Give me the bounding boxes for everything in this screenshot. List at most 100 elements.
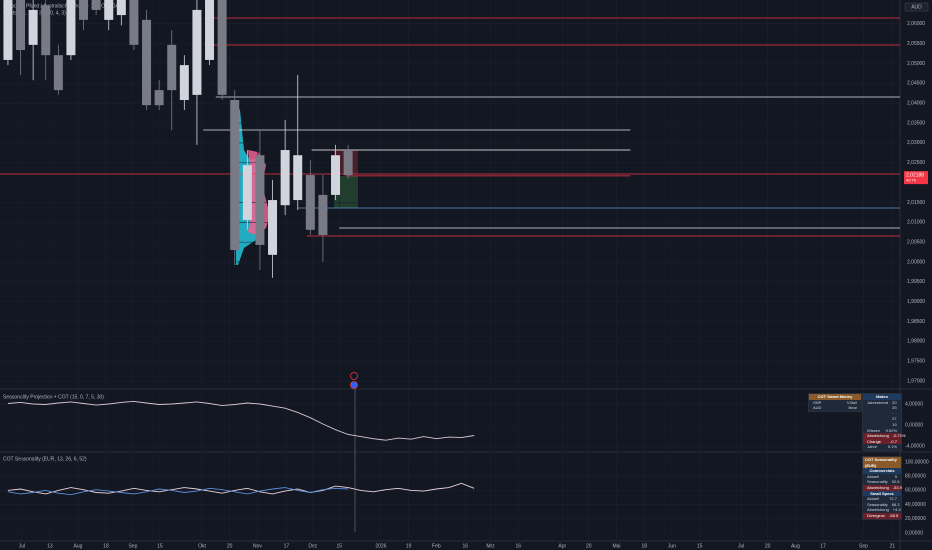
table-cell: 72.7 xyxy=(889,496,897,502)
x-tick-label: 21 xyxy=(890,543,896,549)
candle-body xyxy=(305,175,315,230)
y-tick-label: 2,05000 xyxy=(907,61,925,67)
pane-title: COT Seasonality (EUR, 13, 26, 6, 52) xyxy=(3,456,87,462)
table-cell: Commercials xyxy=(869,468,895,474)
table-cell: Jahre xyxy=(867,444,878,450)
y-tick-label: 1,99500 xyxy=(907,279,925,285)
candle-body xyxy=(293,155,303,201)
table-row: AUD Bear xyxy=(809,405,861,411)
indicator-line xyxy=(7,400,475,441)
candle-body xyxy=(255,155,265,245)
y-tick-label: 1,97000 xyxy=(907,378,925,384)
candle-body xyxy=(205,0,215,60)
y-tick-label: 2,00000 xyxy=(907,259,925,265)
x-tick-label: 20 xyxy=(586,543,592,549)
table-cell: Divergenz xyxy=(867,512,886,518)
table-row: Seasonality 52.8 xyxy=(863,479,901,485)
pane-title: Seasonality Projection + COT (15, 0, 7, … xyxy=(3,394,104,400)
table-cell: 5.1% xyxy=(887,444,897,450)
x-tick-label: 19 xyxy=(406,543,412,549)
table-row: Seasonality 68.3 xyxy=(863,501,901,508)
x-tick-label: Feb xyxy=(432,543,441,549)
x-tick-label: Mai xyxy=(612,543,620,549)
table-cell: Wissen xyxy=(867,427,881,433)
table-row: Divergenz -58.5 xyxy=(863,512,901,519)
y-tick-label: 2,05500 xyxy=(907,41,925,47)
y-tick-label: 40,00000 xyxy=(905,502,926,508)
x-tick-label: Okt xyxy=(198,543,206,549)
table-cell: 68.3 xyxy=(891,501,900,507)
candle-body xyxy=(16,0,26,51)
table-cell: Seasonality xyxy=(867,479,888,485)
candle-body xyxy=(66,0,76,56)
table-row: Abweichung -0.71% xyxy=(863,433,905,439)
y-tick-label: 4,00000 xyxy=(905,401,923,407)
candle-body xyxy=(280,150,290,206)
x-tick-label: 18 xyxy=(641,543,647,549)
currency-box[interactable] xyxy=(904,2,929,12)
y-tick-label: 100,00000 xyxy=(905,459,929,465)
table-cell: 9 xyxy=(894,473,897,479)
candle-body xyxy=(268,200,278,255)
table-row: Aktuell 9 xyxy=(863,473,901,480)
table-row: Wissen 9.52% xyxy=(863,427,901,434)
y-tick-label: 2,01000 xyxy=(907,220,925,226)
y-tick-label: 2,04500 xyxy=(907,81,925,87)
event-marker[interactable] xyxy=(350,372,358,380)
y-tick-label: 2,01500 xyxy=(907,200,925,206)
y-tick-label: 2,03000 xyxy=(907,140,925,146)
candle-body xyxy=(142,19,152,106)
table-cell: Abweichung xyxy=(867,507,889,513)
x-tick-label: Apr xyxy=(558,543,566,549)
table-cell: AUD xyxy=(813,405,822,411)
countdown-label: 4d 7h xyxy=(906,178,916,183)
candle-body xyxy=(104,0,114,20)
x-tick-label: Jun xyxy=(668,543,676,549)
y-tick-label: 1,97500 xyxy=(907,359,925,365)
info-table: COT Smart Money GBP V.Bull AUD Bear xyxy=(808,393,862,412)
info-table: COT Seasonality (EUR) Commercials Aktuell 9… xyxy=(862,456,902,520)
x-tick-label: Jul xyxy=(738,543,744,549)
indicator-line xyxy=(7,482,475,495)
candle-body xyxy=(91,0,101,10)
table-cell: Aktuell xyxy=(867,473,880,479)
x-tick-label: 17 xyxy=(284,543,290,549)
y-tick-label: 2,06000 xyxy=(907,21,925,27)
table-cell: Jahrestrend xyxy=(867,399,889,405)
event-marker[interactable] xyxy=(350,381,358,389)
y-tick-label: 2,02500 xyxy=(907,160,925,166)
candle-body xyxy=(3,0,13,60)
y-tick-label: 2,03500 xyxy=(907,120,925,126)
table-cell: -58.5 xyxy=(889,512,899,518)
table-cell: Seasonality xyxy=(867,501,888,507)
y-tick-label: 1,98000 xyxy=(907,339,925,345)
x-tick-label: 15 xyxy=(157,543,163,549)
candle-body xyxy=(192,9,202,95)
table-cell: -0.7 xyxy=(890,438,897,444)
table-cell: V.Bull xyxy=(846,399,857,405)
x-tick-label: Sep xyxy=(128,543,137,549)
x-tick-label: 17 xyxy=(820,543,826,549)
table-row: Small Specs xyxy=(863,490,901,497)
y-tick-label: 0,00000 xyxy=(905,422,923,428)
candle-body xyxy=(242,165,252,220)
candle-body xyxy=(79,0,89,20)
table-cell: +4.5 xyxy=(892,507,901,513)
x-tick-label: 15 xyxy=(337,543,343,549)
currency-label[interactable]: AUD xyxy=(911,4,922,10)
table-row: Abweichung +4.5 xyxy=(863,507,901,513)
x-tick-label: Sep xyxy=(859,543,868,549)
table-cell: Abweichung xyxy=(867,484,889,490)
x-tick-label: 20 xyxy=(227,543,233,549)
table-row: Change -0.7 xyxy=(863,438,901,445)
table-cell: Bear xyxy=(848,405,857,411)
table-cell: GBP xyxy=(813,399,822,405)
table-title: COT Seasonality (EUR) xyxy=(863,457,901,469)
candle-body xyxy=(53,55,63,91)
candle-body xyxy=(154,90,164,106)
last-price-label: 2,02188 xyxy=(906,172,924,178)
table-cell: -0.71% xyxy=(892,433,906,439)
table-title: Makro xyxy=(863,394,901,400)
candle-body xyxy=(230,100,240,251)
